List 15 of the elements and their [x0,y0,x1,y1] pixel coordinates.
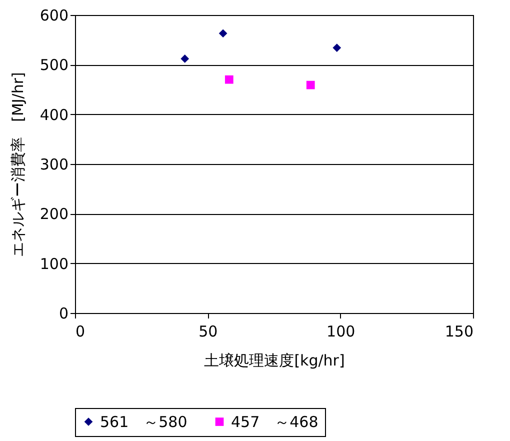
x-tick-label: 50 [198,322,218,340]
y-tick-label: 100 [40,254,68,273]
y-tick-label: 300 [40,156,68,174]
x-tick-label: 100 [326,322,356,340]
y-axis-title: エネルギー消費率 [MJ/hr] [8,72,27,257]
y-tick-label: 500 [40,56,68,74]
x-tick-label: 150 [444,322,474,340]
x-axis-title: 土壌処理速度[kg/hr] [204,352,345,370]
x-tick-label: 0 [76,322,86,340]
y-tick-label: 600 [40,6,68,24]
legend-label: 561 ～580 [100,412,188,431]
y-tick-label: 400 [40,106,68,124]
y-tick-label: 0 [58,304,68,322]
legend-label: 457 ～468 [231,412,318,431]
y-tick-label: 200 [40,205,68,224]
